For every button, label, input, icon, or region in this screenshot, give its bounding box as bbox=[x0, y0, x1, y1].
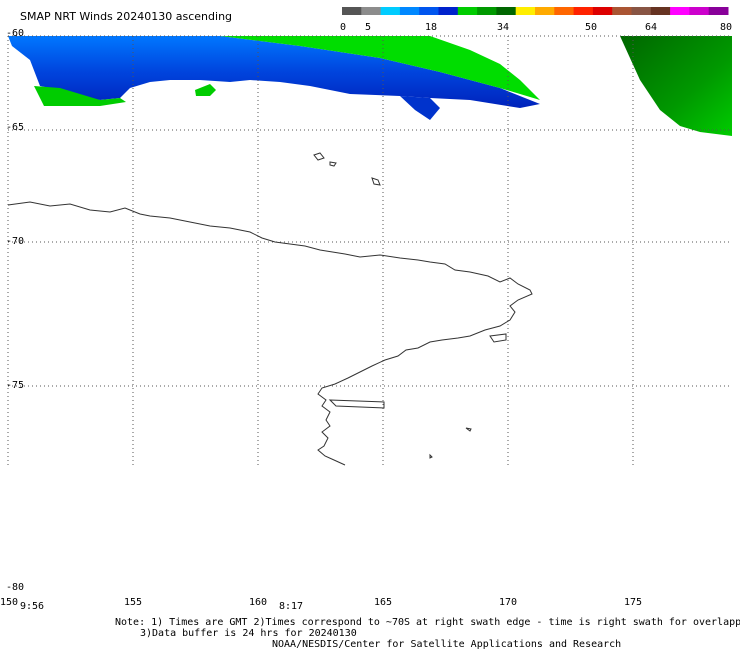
colorbar-tick-label: 0 bbox=[340, 22, 346, 33]
colorbar-tick-label: 34 bbox=[497, 22, 509, 33]
lat-label: -60 bbox=[6, 28, 24, 39]
footer-credit: NOAA/NESDIS/Center for Satellite Applica… bbox=[272, 639, 621, 650]
colorbar-swatch bbox=[708, 7, 729, 15]
lon-label: 155 bbox=[124, 597, 142, 608]
colorbar-swatch bbox=[573, 7, 594, 15]
colorbar-tick-label: 18 bbox=[425, 22, 437, 33]
swath-time-label: 8:17 bbox=[279, 601, 303, 612]
lon-label: 170 bbox=[499, 597, 517, 608]
colorbar-swatch bbox=[477, 7, 497, 15]
swath-time-label: 9:56 bbox=[20, 601, 44, 612]
wind-speed-colorbar bbox=[342, 7, 729, 15]
colorbar-tick-labels: 0 5 18 34 50 64 80 bbox=[340, 22, 732, 33]
lat-label: -65 bbox=[6, 122, 24, 133]
colorbar-swatch bbox=[650, 7, 671, 15]
colorbar-tick-label: 50 bbox=[585, 22, 597, 33]
wind-swath-right bbox=[620, 36, 732, 136]
lat-label: -75 bbox=[6, 380, 24, 391]
lon-label: 150 bbox=[0, 597, 18, 608]
figure-title: SMAP NRT Winds 20240130 ascending bbox=[20, 10, 232, 23]
longitude-labels: 150 155 160 165 170 175 bbox=[0, 597, 642, 608]
colorbar-swatch bbox=[689, 7, 710, 15]
colorbar-swatch bbox=[438, 7, 459, 15]
latitude-gridlines bbox=[8, 35, 732, 387]
colorbar-swatch bbox=[457, 7, 478, 15]
colorbar-tick-label: 5 bbox=[365, 22, 371, 33]
colorbar-swatch bbox=[399, 7, 420, 15]
colorbar-swatch bbox=[419, 7, 439, 15]
footer-note-line1: Note: 1) Times are GMT 2)Times correspon… bbox=[115, 617, 740, 628]
latitude-labels: -60 -65 -70 -75 -80 bbox=[6, 28, 24, 593]
colorbar-swatch bbox=[380, 7, 401, 15]
antarctic-coastline bbox=[7, 152, 533, 466]
colorbar-swatch bbox=[515, 7, 536, 15]
colorbar-swatch bbox=[361, 7, 382, 15]
colorbar-swatch bbox=[535, 7, 555, 15]
lon-label: 160 bbox=[249, 597, 267, 608]
wind-swath-main bbox=[8, 36, 540, 120]
lat-label: -70 bbox=[6, 236, 24, 247]
lon-label: 165 bbox=[374, 597, 392, 608]
colorbar-swatch bbox=[631, 7, 652, 15]
colorbar-tick-label: 64 bbox=[645, 22, 657, 33]
lat-label: -80 bbox=[6, 582, 24, 593]
colorbar-swatch bbox=[496, 7, 517, 15]
colorbar-swatch bbox=[342, 7, 362, 15]
swath-time-labels: 9:56 8:17 bbox=[20, 601, 303, 612]
lon-label: 175 bbox=[624, 597, 642, 608]
colorbar-tick-label: 80 bbox=[720, 22, 732, 33]
colorbar-swatch bbox=[612, 7, 632, 15]
colorbar-swatch bbox=[670, 7, 690, 15]
colorbar-swatch bbox=[554, 7, 575, 15]
colorbar-swatch bbox=[592, 7, 613, 15]
footer-note-line2: 3)Data buffer is 24 hrs for 20240130 bbox=[140, 628, 357, 639]
